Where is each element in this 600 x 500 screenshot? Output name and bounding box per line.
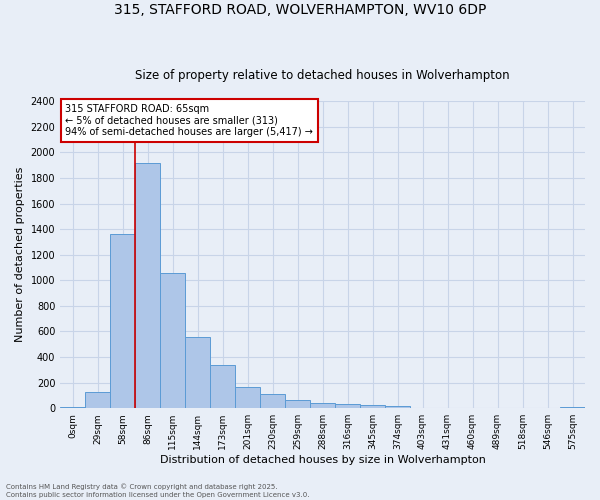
Bar <box>210 366 235 408</box>
Bar <box>560 407 585 408</box>
Bar <box>185 336 210 408</box>
Bar <box>160 274 185 408</box>
Bar <box>335 404 360 408</box>
X-axis label: Distribution of detached houses by size in Wolverhampton: Distribution of detached houses by size … <box>160 455 485 465</box>
Bar <box>135 162 160 408</box>
Bar <box>285 400 310 408</box>
Y-axis label: Number of detached properties: Number of detached properties <box>15 167 25 342</box>
Bar <box>110 234 135 408</box>
Bar <box>85 392 110 408</box>
Title: Size of property relative to detached houses in Wolverhampton: Size of property relative to detached ho… <box>135 69 510 82</box>
Bar <box>235 387 260 408</box>
Bar <box>310 403 335 408</box>
Text: 315 STAFFORD ROAD: 65sqm
← 5% of detached houses are smaller (313)
94% of semi-d: 315 STAFFORD ROAD: 65sqm ← 5% of detache… <box>65 104 313 138</box>
Bar <box>260 394 285 408</box>
Text: Contains HM Land Registry data © Crown copyright and database right 2025.
Contai: Contains HM Land Registry data © Crown c… <box>6 484 310 498</box>
Bar <box>385 406 410 408</box>
Bar <box>60 407 85 408</box>
Bar <box>360 405 385 408</box>
Text: 315, STAFFORD ROAD, WOLVERHAMPTON, WV10 6DP: 315, STAFFORD ROAD, WOLVERHAMPTON, WV10 … <box>114 2 486 16</box>
